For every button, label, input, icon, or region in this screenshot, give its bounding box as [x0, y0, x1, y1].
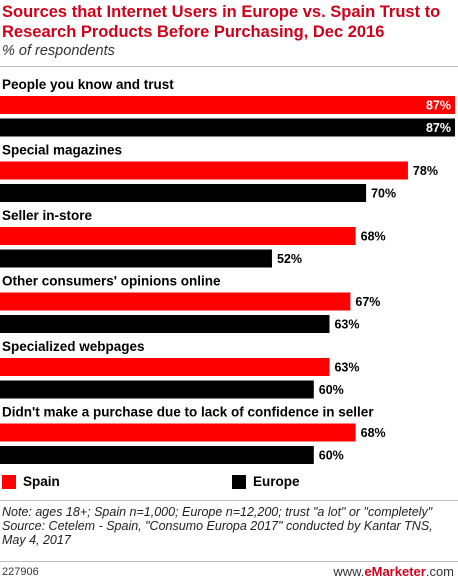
value-label-europe-didn-t-make-a-purchase-due-to-lack-of-confidence-in-seller: 60%: [319, 449, 344, 463]
value-label-spain-special-magazines: 78%: [413, 164, 438, 178]
chart-notes: Note: ages 18+; Spain n=1,000; Europe n=…: [2, 505, 454, 547]
category-label-specialized-webpages: Specialized webpages: [2, 339, 145, 354]
bar-europe-specialized-webpages: [0, 380, 314, 399]
bar-europe-special-magazines: [0, 184, 367, 202]
legend-swatch-spain: [2, 474, 16, 489]
value-label-spain-other-consumers-opinions-online: 67%: [355, 295, 380, 309]
legend: Spain Europe: [0, 474, 458, 494]
bar-europe-didn-t-make-a-purchase-due-to-lack-of-confidence-in-seller: [0, 446, 314, 464]
value-label-europe-other-consumers-opinions-online: 63%: [334, 318, 359, 332]
value-label-spain-didn-t-make-a-purchase-due-to-lack-of-confidence-in-seller: 68%: [361, 426, 386, 440]
brand-logo: www.eMarketer.com: [333, 564, 454, 579]
value-label-europe-special-magazines: 70%: [371, 187, 396, 201]
category-label-seller-in-store: Seller in-store: [2, 208, 93, 223]
bar-spain-special-magazines: [0, 161, 408, 180]
bar-spain-seller-in-store: [0, 227, 356, 245]
value-label-europe-specialized-webpages: 60%: [319, 383, 344, 397]
footer-divider-top: [0, 500, 458, 501]
value-label-spain-specialized-webpages: 63%: [334, 361, 359, 375]
header-divider: [0, 66, 458, 67]
bar-europe-other-consumers-opinions-online: [0, 315, 330, 333]
legend-label-spain: Spain: [23, 474, 60, 489]
value-label-europe-seller-in-store: 52%: [277, 252, 302, 266]
legend-item-europe: Europe: [232, 474, 300, 489]
bar-spain-other-consumers-opinions-online: [0, 292, 351, 311]
value-label-spain-people-you-know-and-trust: 87%: [426, 99, 451, 113]
chart-subtitle: % of respondents: [2, 43, 115, 59]
category-label-other-consumers-opinions-online: Other consumers' opinions online: [2, 274, 221, 289]
brand-suffix: .com: [425, 564, 454, 579]
value-label-spain-seller-in-store: 68%: [361, 230, 386, 244]
chart-title: Sources that Internet Users in Europe vs…: [2, 3, 441, 41]
bar-europe-seller-in-store: [0, 249, 272, 268]
bar-europe-people-you-know-and-trust: [0, 118, 455, 137]
category-label-people-you-know-and-trust: People you know and trust: [2, 77, 174, 92]
brand-prefix: www.: [333, 564, 365, 579]
footer-divider-bottom: [0, 561, 458, 562]
bar-spain-specialized-webpages: [0, 358, 330, 376]
bar-spain-didn-t-make-a-purchase-due-to-lack-of-confidence-in-seller: [0, 423, 356, 442]
bar-chart: People you know and trust 87% 87% Special m…: [0, 77, 455, 464]
category-label-special-magazines: Special magazines: [2, 143, 122, 158]
chart-id: 227906: [2, 566, 39, 578]
source-text: Source: Cetelem - Spain, "Consumo Europa…: [2, 519, 433, 547]
legend-item-spain: Spain: [2, 474, 60, 489]
legend-swatch-europe: [232, 474, 246, 489]
note-text: Note: ages 18+; Spain n=1,000; Europe n=…: [2, 505, 433, 519]
category-label-didn-t-make-a-purchase-due-to-lack-of-confidence-in-seller: Didn't make a purchase due to lack of co…: [2, 405, 374, 420]
bar-spain-people-you-know-and-trust: [0, 96, 455, 114]
value-label-europe-people-you-know-and-trust: 87%: [426, 121, 451, 135]
legend-label-europe: Europe: [253, 474, 300, 489]
brand-name: eMarketer: [364, 564, 426, 579]
